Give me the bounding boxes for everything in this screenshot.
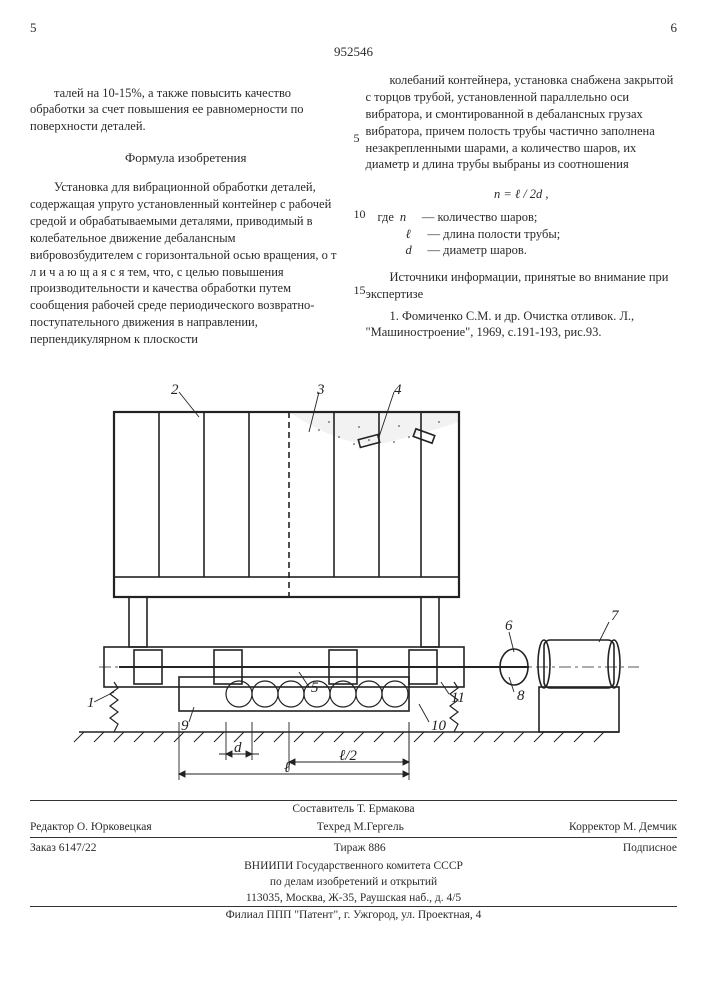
left-p2: Установка для вибрационной обработки дет… [30, 179, 342, 348]
subscription: Подписное [623, 842, 677, 854]
where-sym-l: ℓ [406, 226, 422, 243]
where-sym-n: n [400, 209, 416, 226]
ln-10: 10 [354, 206, 366, 222]
branch: Филиал ППП "Патент", г. Ужгород, ул. Про… [30, 907, 677, 923]
ln-15: 15 [354, 282, 366, 298]
compiler: Составитель Т. Ермакова [30, 801, 677, 817]
corrector: Корректор М. Демчик [569, 821, 677, 833]
claim-heading: Формула изобретения [30, 149, 342, 167]
formula: n = ℓ / 2d , [366, 186, 678, 203]
where-txt-n: — количество шаров; [422, 209, 537, 226]
patent-figure: 1 2 3 4 5 6 7 8 9 10 11 d ℓ/2 ℓ [59, 382, 649, 782]
org-line2: по делам изобретений и открытий [30, 874, 677, 890]
page-num-left: 5 [30, 20, 37, 36]
sources-heading: Источники информации, принятые во вниман… [366, 269, 678, 303]
doc-number: 952546 [30, 44, 677, 60]
callout-4: 4 [394, 382, 402, 398]
where-txt-d: — диаметр шаров. [428, 242, 527, 259]
tirazh: Тираж 886 [334, 842, 386, 854]
left-column: талей на 10-15%, а также повысить качест… [30, 72, 342, 360]
where-block: где n — количество шаров; ℓ — длина поло… [366, 209, 678, 260]
where-sym-d: d [406, 242, 422, 259]
callout-7: 7 [611, 608, 620, 624]
callout-1: 1 [87, 695, 95, 711]
callout-11: 11 [451, 690, 465, 706]
techred: Техред М.Гергель [317, 821, 404, 833]
where-label: где [378, 209, 394, 226]
callout-9: 9 [181, 718, 189, 734]
left-p1: талей на 10-15%, а также повысить качест… [30, 85, 342, 136]
callout-3: 3 [316, 382, 325, 398]
callout-6: 6 [505, 618, 513, 634]
dim-l: ℓ [283, 760, 289, 776]
ln-5: 5 [354, 130, 366, 146]
right-p1: колебаний контейнера, установка снабжена… [366, 72, 678, 173]
dim-l2: ℓ/2 [339, 748, 357, 764]
callout-10: 10 [431, 718, 447, 734]
editor: Редактор О. Юрковецкая [30, 821, 152, 833]
callout-5: 5 [311, 680, 319, 696]
where-txt-l: — длина полости трубы; [428, 226, 561, 243]
page-num-right: 6 [671, 20, 678, 36]
colophon: Составитель Т. Ермакова Редактор О. Юрко… [30, 800, 677, 923]
address: 113035, Москва, Ж-35, Раушская наб., д. … [30, 890, 677, 906]
callout-8: 8 [517, 688, 525, 704]
order-no: Заказ 6147/22 [30, 842, 97, 854]
page-header: 5 6 [30, 20, 677, 36]
line-markers: 5 10 15 [354, 72, 366, 299]
dim-d: d [234, 740, 242, 756]
sources-item: 1. Фомиченко С.М. и др. Очистка отливок.… [366, 308, 678, 342]
right-column: 5 10 15 колебаний контейнера, установка … [366, 72, 678, 360]
org-line1: ВНИИПИ Государственного комитета СССР [30, 858, 677, 874]
text-columns: талей на 10-15%, а также повысить качест… [30, 72, 677, 360]
callout-2: 2 [171, 382, 179, 398]
